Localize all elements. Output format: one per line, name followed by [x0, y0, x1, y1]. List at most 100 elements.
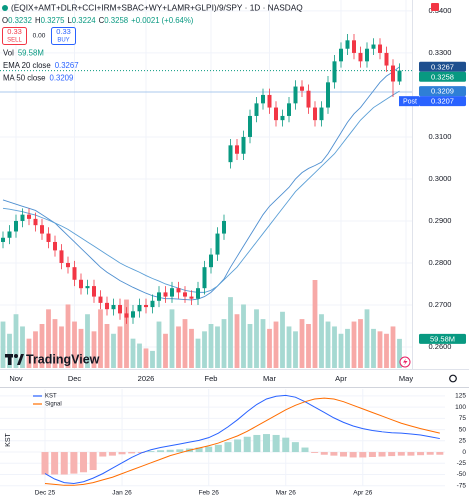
candle-body [397, 70, 402, 82]
histogram-bar [157, 450, 165, 453]
volume-bar [33, 331, 38, 368]
y-tick-label: 50 [459, 426, 467, 433]
volume-bar [26, 338, 32, 368]
volume-bar [306, 324, 311, 368]
buy-button[interactable] [51, 27, 76, 45]
volume-bar [280, 311, 285, 368]
volume-bar [189, 328, 194, 368]
volume-bar [228, 297, 233, 368]
y-tick-label: 0.3400 [429, 6, 452, 15]
volume-bar [221, 319, 227, 368]
histogram-bar [301, 447, 309, 453]
price-tag-label: 0.3207 [431, 97, 454, 106]
histogram-bar [291, 442, 299, 453]
y-tick-label: 0.3100 [429, 132, 452, 141]
ma-legend: MA 50 close 0.3209 [3, 74, 73, 83]
y-tick-label: 0.2700 [429, 300, 452, 309]
alert-icon [403, 358, 408, 366]
kst-axis-label: KST [5, 432, 12, 446]
candle-body [131, 311, 135, 318]
candle-body [20, 214, 25, 221]
histogram-bar [417, 452, 425, 456]
candle-body [170, 288, 174, 297]
indicator-layer: KST Signal [2, 66, 440, 486]
volume-bar [46, 309, 51, 368]
y-tick-label: 0.2800 [429, 258, 452, 267]
legend-label: KST [45, 394, 57, 400]
candle-body [7, 231, 12, 238]
volume-bar [384, 333, 389, 368]
logo-text: TradingView [26, 352, 100, 366]
candle-body [137, 304, 142, 312]
logo-mark [8, 354, 12, 365]
candle-body [222, 220, 226, 234]
volume-bar [85, 314, 90, 368]
histogram-bar [368, 452, 376, 457]
histogram-bar [253, 434, 261, 453]
candle-body [280, 115, 285, 121]
flag-icon[interactable] [431, 3, 439, 11]
ema-legend: EMA 20 close 0.3267 [3, 61, 79, 70]
volume-bar [65, 304, 71, 368]
price-tag-label: 0.3258 [431, 72, 454, 81]
histogram-bar [330, 452, 338, 456]
histogram-bar [234, 439, 242, 453]
histogram-bar [128, 452, 136, 454]
histogram-bar [80, 452, 88, 473]
volume-bar [195, 338, 201, 368]
candle-body [287, 103, 291, 116]
candle-body [274, 107, 278, 121]
candle-body [183, 292, 187, 297]
histogram-bar [436, 452, 444, 455]
volume-bar [91, 331, 97, 368]
histogram-bar [388, 452, 396, 457]
y-tick-label: 75 [459, 415, 467, 422]
histogram-bar [359, 452, 367, 458]
volume-bar [319, 314, 324, 368]
series-line [44, 397, 440, 486]
histogram-bar [378, 452, 386, 457]
candle-body [46, 233, 51, 242]
ma-line [2, 90, 400, 293]
histogram-bar [214, 444, 222, 453]
post-label-bg [399, 96, 419, 107]
histogram-bar [166, 449, 174, 453]
candle-body [53, 241, 57, 251]
sell-label: SELL [7, 38, 22, 44]
volume-bar [163, 333, 168, 368]
histogram-bar [407, 452, 415, 456]
volume-bar [52, 319, 58, 368]
histogram-bar [320, 452, 328, 455]
x-tick-label: Jan 26 [112, 490, 132, 497]
x-tick-label: Dec [68, 374, 82, 383]
candle-body [235, 145, 239, 154]
candle-body [144, 304, 148, 308]
y-tick-label: 0.2600 [429, 342, 452, 351]
settings-button[interactable] [449, 374, 457, 383]
volume-bar [169, 309, 175, 368]
sell-button[interactable] [2, 27, 27, 45]
volume-bar [104, 324, 110, 368]
histogram-bar [89, 452, 97, 471]
volume-bar [13, 314, 19, 368]
candle-body [157, 292, 161, 301]
x-tick-label: Dec 25 [35, 490, 56, 497]
market-status [2, 5, 8, 11]
ohlc-line: O0.3232 H0.3275 L0.3224 C0.3258 +0.0021 (+0.6… [2, 16, 194, 25]
volume-bar [117, 326, 123, 368]
volume-bar [312, 280, 318, 368]
candle-body [14, 220, 18, 232]
candle-body [118, 304, 122, 314]
y-tick-label: 0.3300 [429, 48, 452, 57]
histogram-bar [272, 434, 280, 453]
buy-label: BUY [57, 38, 69, 44]
candle-body [27, 214, 31, 219]
symbol-title: (EQIX+AMT+DLR+CCI+IRM+SBAC+WY+LAMR+GLPI)… [11, 3, 303, 13]
candle-body [378, 44, 382, 53]
candle-body [150, 300, 155, 308]
volume-bar [39, 324, 45, 368]
volume-bar [377, 331, 383, 368]
header: (EQIX+AMT+DLR+CCI+IRM+SBAC+WY+LAMR+GLPI)… [2, 3, 439, 83]
candle-body [79, 279, 83, 289]
